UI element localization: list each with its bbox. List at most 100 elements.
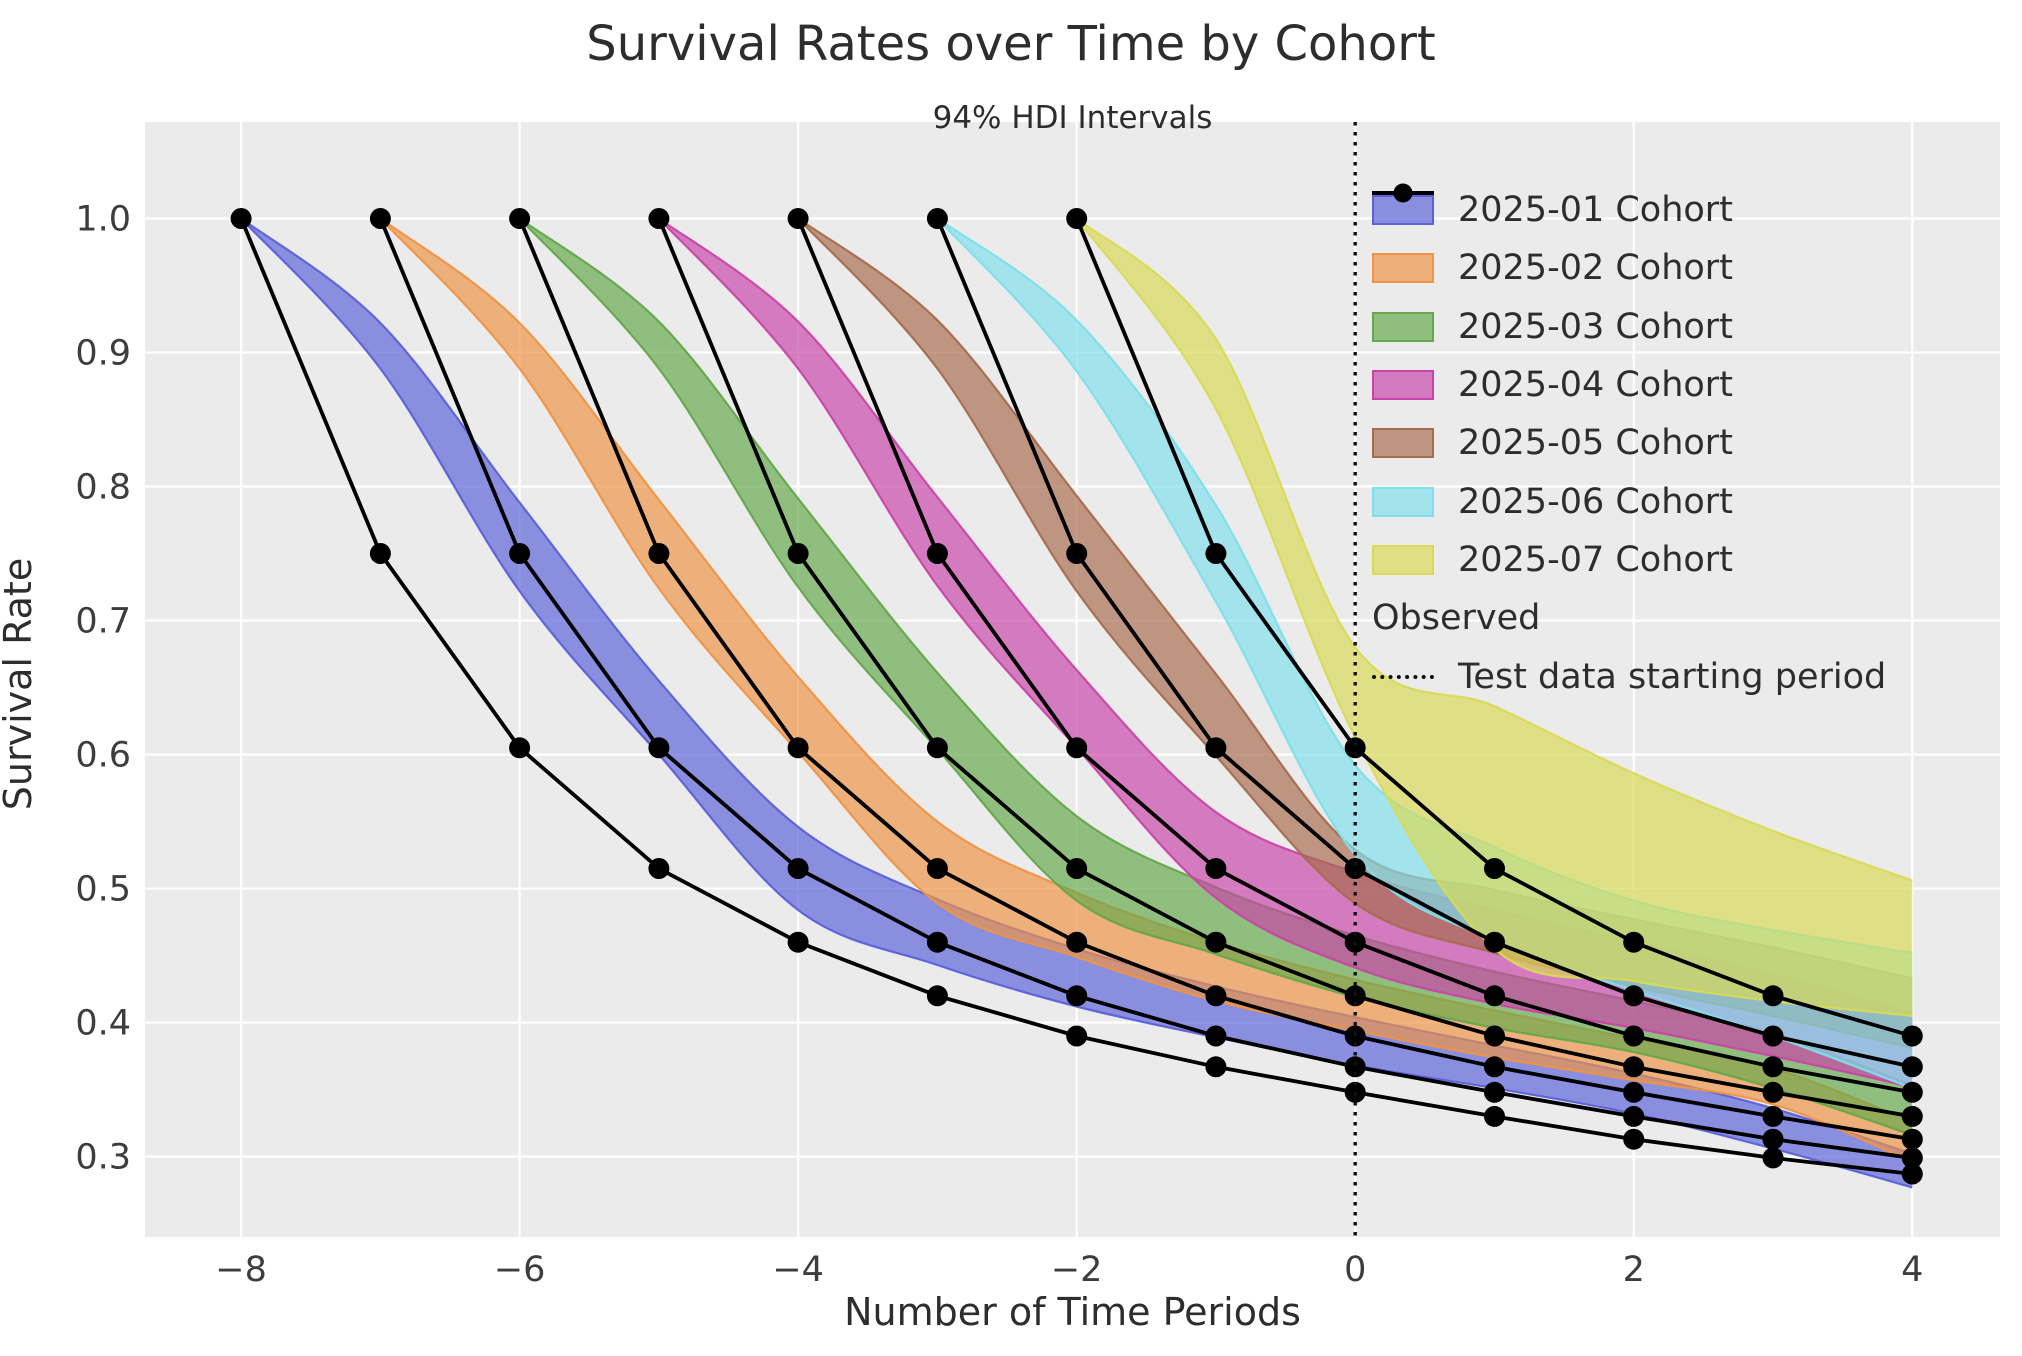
- dotted-line-sample: [1372, 674, 1434, 679]
- legend-swatch: [1372, 311, 1434, 342]
- observed-point: [369, 543, 391, 564]
- observed-point: [1623, 1081, 1645, 1103]
- observed-line-2025-06: [935, 217, 1913, 1069]
- observed-point: [1205, 985, 1227, 1007]
- legend-label: 2025-06 Cohort: [1458, 481, 1733, 522]
- observed-point: [1205, 543, 1227, 564]
- observed-point: [787, 858, 809, 879]
- y-tick-label: 0.6: [75, 736, 131, 776]
- legend-label: 2025-02 Cohort: [1458, 248, 1733, 289]
- observed-point: [1066, 543, 1088, 564]
- observed-point: [1066, 737, 1088, 759]
- observed-point: [1066, 858, 1088, 879]
- legend-swatch: [1372, 428, 1434, 459]
- chart-subtitle: 94% HDI Intervals: [932, 100, 1213, 136]
- legend-label: 2025-01 Cohort: [1458, 190, 1733, 231]
- legend-label: Observed: [1372, 598, 1541, 639]
- observed-point: [1901, 1056, 1923, 1078]
- observed-point: [1762, 985, 1784, 1007]
- observed-point: [1066, 1025, 1088, 1047]
- legend-item-2025-02: 2025-02 Cohort: [1372, 239, 1886, 297]
- observed-line-2025-04: [657, 217, 1913, 1119]
- legend-item-test-period: Test data starting period: [1372, 647, 1886, 705]
- hdi-band-lower-edge: [658, 217, 1913, 1088]
- observed-point: [648, 208, 670, 229]
- observed-point: [369, 208, 391, 229]
- observed-point: [1901, 1081, 1923, 1103]
- y-tick-label: 0.5: [75, 870, 131, 910]
- observed-point: [509, 543, 531, 564]
- observed-point: [1484, 931, 1505, 953]
- observed-point: [1762, 1025, 1784, 1047]
- observed-point: [787, 931, 809, 953]
- observed-point: [1484, 1081, 1505, 1103]
- observed-point: [230, 208, 252, 229]
- x-tick-label: −2: [1051, 1250, 1103, 1290]
- observed-point: [1901, 1128, 1923, 1150]
- legend-item-2025-06: 2025-06 Cohort: [1372, 472, 1886, 530]
- observed-point: [1623, 1128, 1645, 1150]
- legend: 2025-01 Cohort 2025-02 Cohort 2025-03 Coho…: [1372, 181, 1886, 706]
- x-tick-label: 2: [1623, 1250, 1645, 1290]
- observed-point: [787, 543, 809, 564]
- observed-point: [1762, 1147, 1784, 1169]
- observed-point: [1205, 931, 1227, 953]
- observed-point: [648, 858, 670, 879]
- observed-point: [509, 737, 531, 759]
- observed-point: [1623, 931, 1645, 953]
- observed-point: [926, 737, 948, 759]
- observed-point: [1205, 1025, 1227, 1047]
- observed-line-2025-02: [378, 217, 1913, 1160]
- y-tick-label: 0.9: [75, 334, 131, 374]
- chart-title: Survival Rates over Time by Cohort: [586, 16, 1436, 72]
- observed-point: [1344, 1056, 1366, 1078]
- observed-point: [926, 208, 948, 229]
- observed-point: [1901, 1105, 1923, 1127]
- observed-point: [926, 858, 948, 879]
- hdi-band-upper-edge: [1075, 217, 1913, 882]
- legend-swatch: [1372, 544, 1434, 575]
- hdi-band-lower-edge: [518, 217, 1913, 1137]
- observed-point: [1066, 931, 1088, 953]
- observed-point: [1066, 208, 1088, 229]
- x-tick-label: −4: [772, 1250, 824, 1290]
- legend-swatch: [1372, 486, 1434, 517]
- legend-item-2025-07: 2025-07 Cohort: [1372, 531, 1886, 589]
- x-tick-label: 0: [1344, 1250, 1366, 1290]
- observed-point: [509, 208, 531, 229]
- y-tick-label: 0.8: [75, 468, 131, 508]
- observed-point: [926, 985, 948, 1007]
- legend-label: 2025-07 Cohort: [1458, 539, 1733, 580]
- observed-point: [1623, 1025, 1645, 1047]
- x-tick-label: −6: [494, 1250, 546, 1290]
- x-axis-label: Number of Time Periods: [844, 1290, 1301, 1334]
- observed-point: [1623, 1056, 1645, 1078]
- observed-point: [1205, 737, 1227, 759]
- legend-item-2025-03: 2025-03 Cohort: [1372, 298, 1886, 356]
- observed-point: [1484, 858, 1505, 879]
- y-tick-label: 1.0: [75, 199, 131, 239]
- observed-point: [648, 543, 670, 564]
- y-axis-label: Survival Rate: [0, 557, 40, 811]
- hdi-band-lower-edge: [379, 217, 1913, 1164]
- observed-point: [1901, 1025, 1923, 1047]
- hdi-band-lower-edge: [1075, 217, 1913, 1017]
- legend-label: 2025-04 Cohort: [1458, 365, 1733, 406]
- observed-point: [926, 931, 948, 953]
- legend-item-2025-05: 2025-05 Cohort: [1372, 414, 1886, 472]
- observed-point: [1205, 858, 1227, 879]
- observed-point: [1901, 1147, 1923, 1169]
- observed-point: [1762, 1056, 1784, 1078]
- observed-point: [1344, 985, 1366, 1007]
- observed-point: [1484, 1056, 1505, 1078]
- observed-point: [1901, 1163, 1923, 1185]
- legend-label: 2025-03 Cohort: [1458, 306, 1733, 347]
- observed-point: [1344, 737, 1366, 759]
- legend-swatch: [1372, 253, 1434, 284]
- y-tick-label: 0.4: [75, 1004, 131, 1044]
- observed-point: [1623, 985, 1645, 1007]
- observed-point: [1066, 985, 1088, 1007]
- observed-point: [1623, 1105, 1645, 1127]
